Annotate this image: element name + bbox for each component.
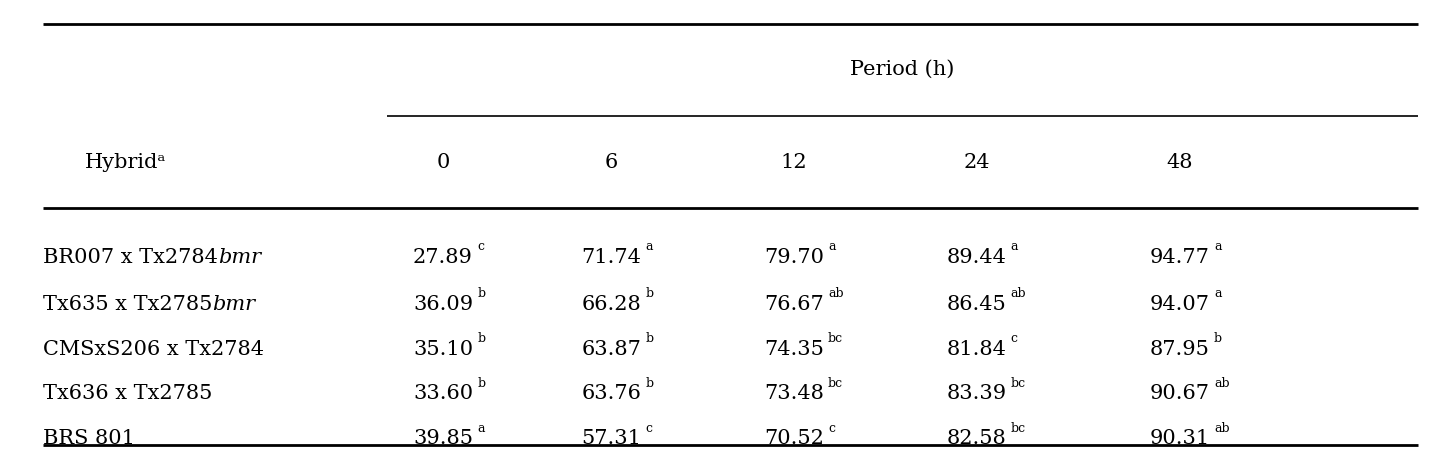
Text: 73.48: 73.48 <box>764 384 823 404</box>
Text: b: b <box>478 332 485 345</box>
Text: 57.31: 57.31 <box>582 429 641 448</box>
Text: 35.10: 35.10 <box>412 340 473 359</box>
Text: 74.35: 74.35 <box>764 340 823 359</box>
Text: 6: 6 <box>605 153 618 171</box>
Text: 12: 12 <box>780 153 807 171</box>
Text: 83.39: 83.39 <box>946 384 1007 404</box>
Text: 33.60: 33.60 <box>412 384 473 404</box>
Text: 94.77: 94.77 <box>1150 248 1210 267</box>
Text: 79.70: 79.70 <box>764 248 823 267</box>
Text: Hybridᵃ: Hybridᵃ <box>85 153 166 171</box>
Text: b: b <box>1214 332 1223 345</box>
Text: ab: ab <box>1214 422 1230 435</box>
Text: 89.44: 89.44 <box>946 248 1006 267</box>
Text: c: c <box>828 422 835 435</box>
Text: bmr: bmr <box>218 248 260 267</box>
Text: a: a <box>1214 287 1221 300</box>
Text: 90.67: 90.67 <box>1150 384 1210 404</box>
Text: 36.09: 36.09 <box>412 295 473 314</box>
Text: b: b <box>478 287 485 300</box>
Text: CMSxS206 x Tx2784: CMSxS206 x Tx2784 <box>43 340 263 359</box>
Text: BRS 801: BRS 801 <box>43 429 135 448</box>
Text: ab: ab <box>828 287 844 300</box>
Text: bc: bc <box>828 377 844 390</box>
Text: a: a <box>1010 240 1019 253</box>
Text: b: b <box>645 287 654 300</box>
Text: Tx635 x Tx2785: Tx635 x Tx2785 <box>43 295 213 314</box>
Text: bc: bc <box>1010 422 1026 435</box>
Text: 63.87: 63.87 <box>582 340 641 359</box>
Text: b: b <box>645 377 654 390</box>
Text: ab: ab <box>1214 377 1230 390</box>
Text: 66.28: 66.28 <box>582 295 641 314</box>
Text: bc: bc <box>828 332 844 345</box>
Text: 71.74: 71.74 <box>582 248 641 267</box>
Text: 39.85: 39.85 <box>412 429 473 448</box>
Text: c: c <box>645 422 653 435</box>
Text: 87.95: 87.95 <box>1150 340 1210 359</box>
Text: a: a <box>1214 240 1221 253</box>
Text: 81.84: 81.84 <box>946 340 1006 359</box>
Text: 86.45: 86.45 <box>946 295 1006 314</box>
Text: 76.67: 76.67 <box>764 295 823 314</box>
Text: 24: 24 <box>964 153 990 171</box>
Text: 94.07: 94.07 <box>1150 295 1210 314</box>
Text: 27.89: 27.89 <box>412 248 473 267</box>
Text: 0: 0 <box>437 153 450 171</box>
Text: 63.76: 63.76 <box>582 384 641 404</box>
Text: bc: bc <box>1010 377 1026 390</box>
Text: bmr: bmr <box>213 295 256 314</box>
Text: 90.31: 90.31 <box>1150 429 1210 448</box>
Text: a: a <box>828 240 835 253</box>
Text: BR007 x Tx2784: BR007 x Tx2784 <box>43 248 218 267</box>
Text: Period (h): Period (h) <box>851 59 955 79</box>
Text: b: b <box>645 332 654 345</box>
Text: 70.52: 70.52 <box>764 429 823 448</box>
Text: 82.58: 82.58 <box>946 429 1006 448</box>
Text: 48: 48 <box>1166 153 1194 171</box>
Text: a: a <box>645 240 653 253</box>
Text: Tx636 x Tx2785: Tx636 x Tx2785 <box>43 384 213 404</box>
Text: c: c <box>478 240 485 253</box>
Text: c: c <box>1010 332 1017 345</box>
Text: a: a <box>478 422 485 435</box>
Text: ab: ab <box>1010 287 1026 300</box>
Text: b: b <box>478 377 485 390</box>
